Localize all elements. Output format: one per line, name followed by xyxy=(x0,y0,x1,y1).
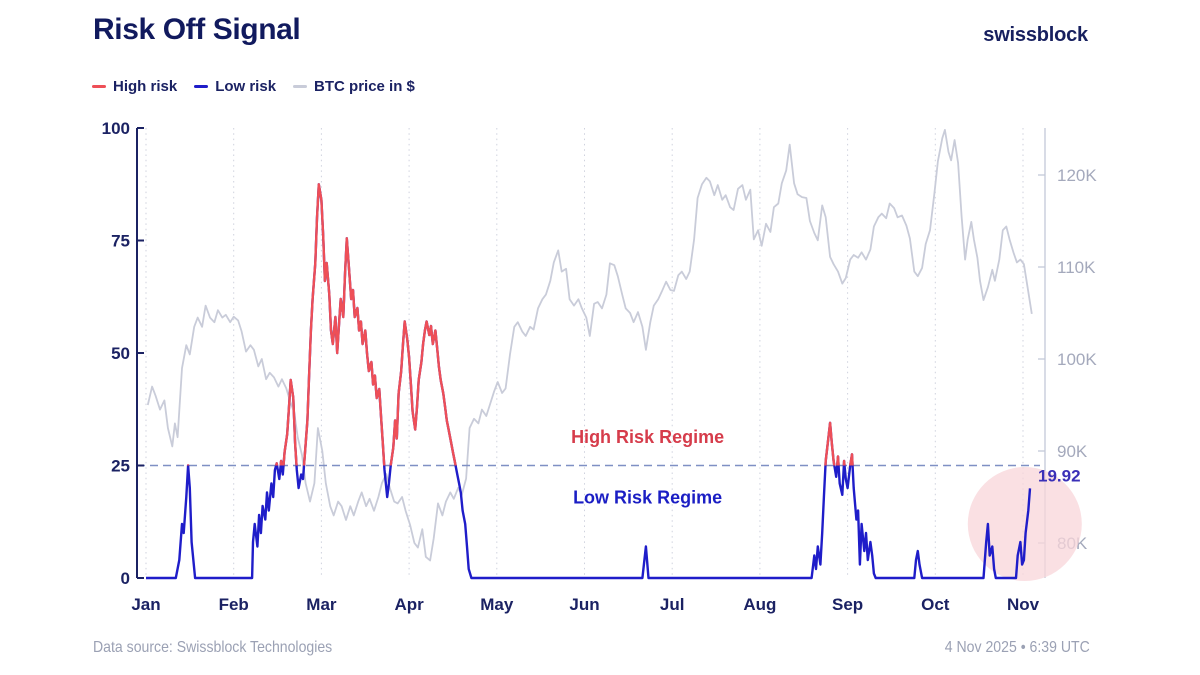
annotation-0: High Risk Regime xyxy=(571,427,724,447)
legend-label-low-risk: Low risk xyxy=(215,78,277,95)
left-axis-label: 75 xyxy=(111,232,130,251)
x-tick-label-jun: Jun xyxy=(569,595,599,614)
risk-line-high xyxy=(186,183,854,466)
x-tick-label-sep: Sep xyxy=(832,595,863,614)
right-axis-label: 90K xyxy=(1057,442,1088,461)
swissblock-logo: swissblock xyxy=(983,24,1088,46)
legend-item-btc-price: BTC price in $ xyxy=(293,78,415,95)
x-tick-label-jul: Jul xyxy=(660,595,685,614)
legend-label-high-risk: High risk xyxy=(113,78,178,95)
highlight-circle xyxy=(967,467,1082,581)
btc-price-dash-icon xyxy=(293,85,308,88)
data-source-note: Data source: Swissblock Technologies xyxy=(93,639,333,656)
x-tick-label-oct: Oct xyxy=(921,595,950,614)
legend-item-low-risk: Low risk xyxy=(194,78,276,95)
annotation-1: Low Risk Regime xyxy=(573,487,722,507)
legend-label-btc-price: BTC price in $ xyxy=(314,78,415,95)
legend-item-high-risk: High risk xyxy=(92,78,177,95)
right-axis-label: 110K xyxy=(1057,258,1096,277)
right-axis-label: 120K xyxy=(1057,166,1097,185)
x-tick-label-feb: Feb xyxy=(219,595,249,614)
x-tick-label-aug: Aug xyxy=(743,595,776,614)
annotation-2: 19.92 xyxy=(1038,466,1081,485)
timestamp: 4 Nov 2025 • 6:39 UTC xyxy=(944,639,1090,656)
x-tick-label-mar: Mar xyxy=(306,595,337,614)
low-risk-dash-icon xyxy=(194,85,209,88)
x-tick-label-may: May xyxy=(480,595,514,614)
x-tick-label-jan: Jan xyxy=(131,595,160,614)
left-axis-label: 0 xyxy=(121,569,130,588)
left-axis-label: 100 xyxy=(102,119,130,138)
left-axis-label: 50 xyxy=(111,344,130,363)
left-axis-label: 25 xyxy=(111,457,130,476)
legend: High risk Low risk BTC price in $ xyxy=(92,78,415,95)
page-title: Risk Off Signal xyxy=(93,13,301,46)
x-tick-label-nov: Nov xyxy=(1007,595,1040,614)
risk-line-low xyxy=(146,183,1032,580)
btc-price-line xyxy=(146,128,1033,562)
x-tick-label-apr: Apr xyxy=(394,595,424,614)
high-risk-dash-icon xyxy=(92,85,106,88)
right-axis-label: 100K xyxy=(1057,350,1097,369)
